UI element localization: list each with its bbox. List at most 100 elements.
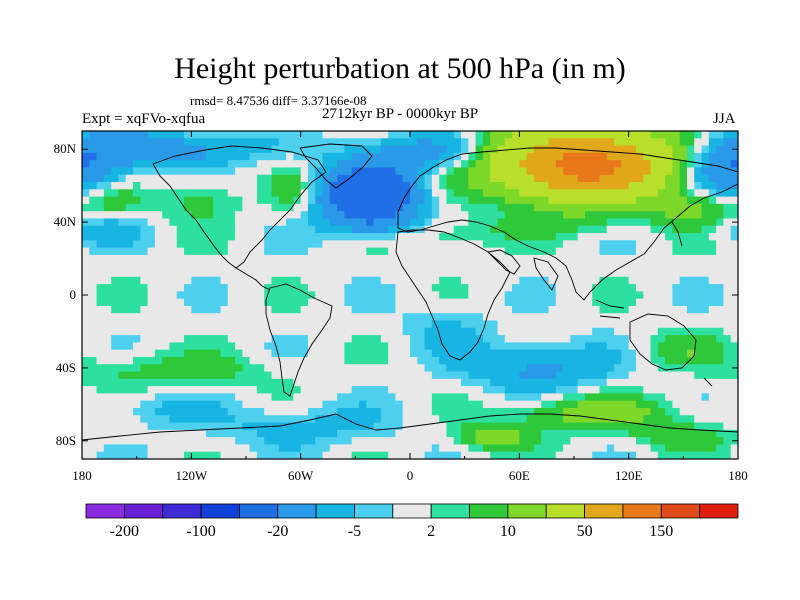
y-tick-label: 80N (54, 141, 77, 156)
field-cell (417, 451, 426, 459)
colorbar-label: -5 (348, 523, 361, 540)
field-cell (322, 349, 331, 358)
field-cell (89, 313, 98, 322)
field-cell (329, 174, 338, 183)
field-cell (337, 342, 345, 351)
field-cell (351, 196, 360, 205)
field-cell (373, 313, 382, 322)
field-cell (643, 386, 652, 394)
field-cell (723, 444, 732, 453)
field-cell (592, 378, 601, 387)
field-cell (344, 356, 353, 365)
field-cell (351, 189, 360, 198)
field-cell (249, 131, 258, 139)
field-cell (701, 284, 710, 292)
field-cell (89, 444, 98, 453)
field-cell (184, 386, 192, 394)
field-cell (227, 378, 236, 387)
field-cell (424, 196, 433, 205)
field-cell (533, 284, 542, 292)
colorbar-swatch (315, 503, 355, 519)
field-cell (730, 335, 738, 343)
field-cell (431, 262, 440, 271)
field-cell (716, 284, 725, 292)
field-cell (723, 196, 732, 205)
field-cell (242, 233, 251, 241)
field-cell (337, 167, 345, 176)
field-cell (176, 138, 185, 147)
coast-australia (629, 313, 697, 371)
field-cell (533, 356, 542, 365)
field-cell (271, 415, 280, 424)
field-cell (402, 313, 411, 322)
field-cell (103, 145, 112, 154)
field-cell (176, 203, 185, 212)
field-cell (504, 349, 513, 358)
field-cell (140, 444, 149, 453)
field-cell (446, 203, 455, 212)
field-cell (380, 182, 389, 190)
field-cell (402, 349, 411, 358)
field-cell (388, 378, 397, 387)
field-cell (358, 356, 367, 365)
field-cell (541, 422, 550, 431)
field-cell (125, 189, 134, 198)
field-cell (315, 131, 324, 139)
field-cell (264, 262, 273, 271)
field-cell (162, 437, 171, 446)
field-cell (184, 254, 192, 263)
field-cell (614, 247, 622, 256)
field-cell (453, 335, 462, 343)
field-cell (205, 422, 214, 431)
field-cell (672, 378, 681, 387)
field-cell (570, 240, 579, 249)
field-cell (256, 451, 265, 459)
field-cell (307, 247, 316, 256)
field-cell (191, 327, 200, 336)
field-cell (577, 284, 586, 292)
field-cell (614, 313, 622, 322)
field-cell (650, 305, 659, 314)
field-cell (300, 152, 309, 161)
field-cell (380, 320, 389, 329)
field-cell (614, 276, 622, 285)
field-cell (410, 218, 418, 227)
field-cell (213, 203, 222, 212)
field-cell (519, 167, 528, 176)
field-cell (315, 138, 324, 147)
field-cell (482, 262, 491, 271)
field-cell (300, 211, 309, 220)
field-cell (103, 182, 112, 190)
field-cell (140, 386, 149, 394)
field-cell (140, 269, 149, 278)
field-cell (424, 262, 433, 271)
field-cell (512, 437, 520, 446)
field-cell (402, 386, 411, 394)
field-cell (278, 291, 287, 300)
field-cell (679, 349, 688, 358)
field-cell (424, 145, 433, 154)
field-cell (657, 247, 666, 256)
field-cell (249, 167, 258, 176)
field-cell (446, 415, 455, 424)
field-cell (205, 444, 214, 453)
field-cell (162, 262, 171, 271)
field-cell (133, 327, 141, 336)
field-cell (490, 437, 499, 446)
field-cell (621, 298, 630, 307)
field-cell (606, 167, 615, 176)
field-cell (716, 335, 725, 343)
field-cell (89, 182, 98, 190)
field-cell (679, 298, 688, 307)
field-cell (716, 182, 725, 190)
field-cell (635, 356, 644, 365)
field-cell (380, 429, 389, 438)
field-cell (701, 262, 710, 271)
field-cell (577, 240, 586, 249)
field-cell (111, 415, 120, 424)
field-cell (184, 327, 192, 336)
field-cell (315, 247, 324, 256)
field-cell (635, 320, 644, 329)
field-cell (701, 291, 710, 300)
field-cell (592, 203, 601, 212)
